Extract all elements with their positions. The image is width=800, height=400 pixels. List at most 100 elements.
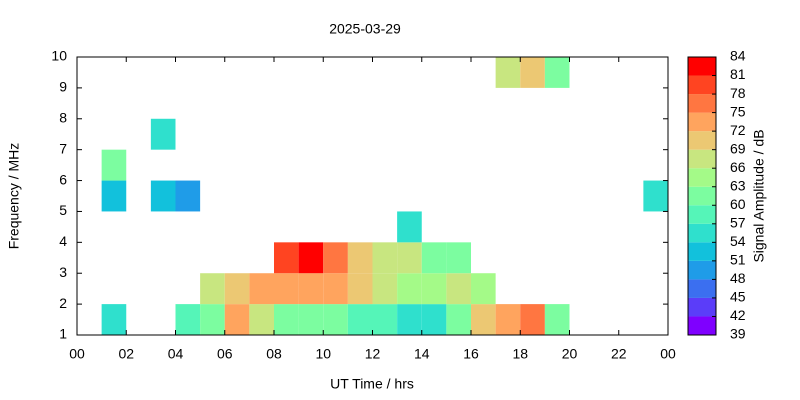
chart-title: 2025-03-29: [329, 21, 401, 37]
heat-cell: [298, 304, 324, 335]
colorbar-label: Signal Amplitude / dB: [751, 129, 767, 262]
y-tick-label: 10: [51, 48, 67, 64]
heat-cell: [495, 304, 521, 335]
y-tick-label: 5: [59, 202, 67, 218]
colorbar-tick-label: 75: [730, 103, 746, 119]
heat-cell: [643, 180, 668, 212]
heat-cell: [347, 273, 373, 305]
colorbar-tick-label: 45: [730, 289, 746, 305]
colorbar-tick-label: 48: [730, 270, 746, 286]
colorbar-tick-label: 60: [730, 196, 746, 212]
colorbar-band: [688, 57, 716, 76]
colorbar-band: [688, 297, 716, 317]
colorbar-band: [688, 242, 716, 261]
heat-cell: [372, 273, 398, 305]
y-tick-label: 7: [59, 140, 67, 156]
heat-cell: [249, 304, 274, 335]
x-tick-label: 00: [660, 346, 676, 362]
heat-cell: [200, 273, 225, 305]
x-axis-label: UT Time / hrs: [330, 376, 414, 392]
heat-cell: [421, 273, 447, 305]
colorbar-band: [688, 149, 716, 169]
colorbar-band: [688, 168, 716, 187]
heat-cell: [274, 273, 299, 305]
x-tick-label: 04: [168, 346, 184, 362]
y-tick-label: 6: [59, 171, 67, 187]
colorbar-frame: [687, 56, 717, 336]
x-tick-label: 08: [266, 346, 282, 362]
heat-cell: [544, 57, 570, 88]
x-tick-label: 14: [414, 346, 430, 362]
colorbar-band: [688, 75, 716, 95]
x-tick-label: 18: [512, 346, 528, 362]
colorbar-band: [688, 316, 716, 335]
x-tick-label: 10: [315, 346, 331, 362]
heat-cell: [421, 242, 447, 274]
heat-cell: [298, 242, 324, 274]
y-axis-label: Frequency / MHz: [6, 143, 22, 250]
heat-cell: [249, 273, 274, 305]
x-tick-label: 00: [69, 346, 85, 362]
heat-cell: [101, 149, 127, 181]
x-tick-label: 06: [217, 346, 233, 362]
heat-cell: [298, 273, 324, 305]
heat-cell: [150, 180, 176, 212]
y-tick-label: 8: [59, 109, 67, 125]
colorbar-tick-label: 51: [730, 252, 746, 268]
heat-cell: [520, 57, 545, 88]
colorbar-tick-label: 42: [730, 307, 746, 323]
heat-cell: [323, 273, 348, 305]
heat-cell: [397, 273, 422, 305]
heat-cell: [224, 304, 250, 335]
heat-cell: [101, 180, 127, 212]
colorbar-tick-label: 63: [730, 177, 746, 193]
colorbar-band: [688, 131, 716, 150]
x-tick-label: 12: [365, 346, 381, 362]
heat-cell: [446, 242, 471, 274]
heat-cell: [544, 304, 570, 335]
heat-cell: [274, 242, 299, 274]
heat-cell: [495, 57, 521, 88]
x-tick-label: 22: [611, 346, 627, 362]
heat-cell: [175, 180, 201, 212]
heat-cell: [471, 273, 496, 305]
heat-cell: [397, 304, 422, 335]
y-tick-label: 2: [59, 295, 67, 311]
heat-cell: [421, 304, 447, 335]
colorbar-band: [688, 260, 716, 280]
colorbar-tick-label: 57: [730, 215, 746, 231]
colorbar-tick-label: 78: [730, 85, 746, 101]
colorbar-band: [688, 94, 716, 113]
heat-cell: [397, 242, 422, 274]
colorbar-tick-label: 69: [730, 140, 746, 156]
y-tick-label: 4: [59, 233, 67, 249]
heat-cell: [347, 242, 373, 274]
colorbar-tick-label: 66: [730, 159, 746, 175]
x-tick-label: 20: [562, 346, 578, 362]
heat-cell: [200, 304, 225, 335]
heat-cell: [397, 211, 422, 243]
x-tick-label: 16: [463, 346, 479, 362]
colorbar-band: [688, 205, 716, 224]
colorbar-band: [688, 112, 716, 132]
colorbar-band: [688, 279, 716, 298]
heat-cell: [323, 242, 348, 274]
heat-cell: [446, 273, 471, 305]
x-tick-label: 02: [118, 346, 134, 362]
colorbar-band: [688, 223, 716, 243]
heat-cell: [274, 304, 299, 335]
heat-cell: [372, 242, 398, 274]
heat-cell: [101, 304, 127, 335]
y-tick-label: 3: [59, 264, 67, 280]
y-tick-label: 9: [59, 79, 67, 95]
colorbar-tick-label: 54: [730, 233, 746, 249]
colorbar-band: [688, 186, 716, 206]
colorbar-tick-label: 72: [730, 122, 746, 138]
heat-cell: [520, 304, 545, 335]
heat-cell: [446, 304, 471, 335]
heat-cell: [323, 304, 348, 335]
heat-cell: [372, 304, 398, 335]
heat-cell: [150, 118, 176, 150]
colorbar-tick-label: 81: [730, 66, 746, 82]
